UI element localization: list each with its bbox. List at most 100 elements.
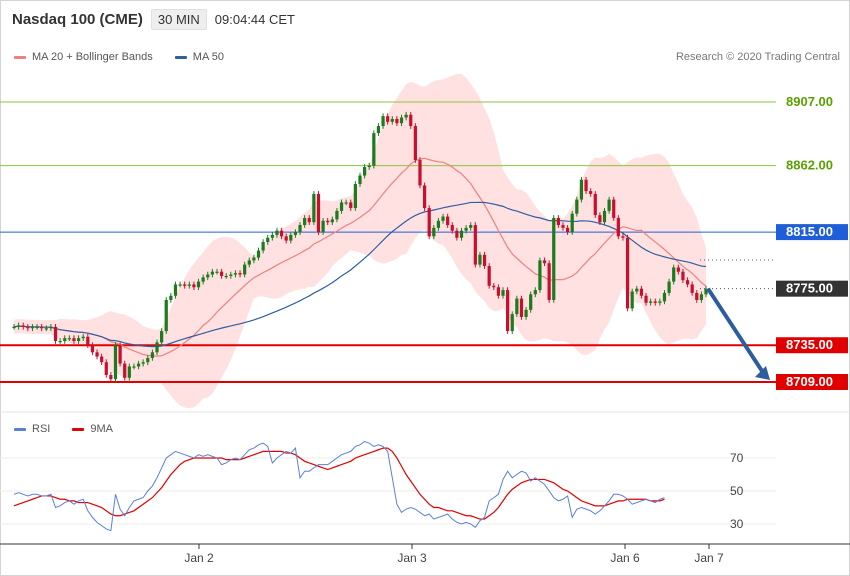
candle-body — [390, 118, 394, 122]
candle-body — [376, 126, 381, 134]
candle-body — [602, 210, 607, 223]
rsi-ma-swatch-icon — [72, 427, 85, 431]
candle-body — [621, 236, 625, 238]
candle-body — [155, 342, 159, 353]
candle-body — [552, 217, 556, 300]
candle-body — [455, 230, 459, 238]
candle-body — [395, 118, 399, 124]
candle-body — [12, 326, 16, 329]
candlesticks — [12, 111, 708, 382]
candle-body — [506, 290, 510, 332]
candle-body — [695, 292, 699, 300]
candle-body — [349, 202, 353, 209]
candle-body — [35, 326, 39, 329]
candle-body — [598, 215, 602, 223]
candle-body — [289, 234, 293, 241]
candle-body — [409, 114, 413, 127]
candle-body — [44, 328, 48, 330]
candle-body — [584, 179, 588, 192]
candle-body — [690, 284, 694, 293]
rsi-legend: RSI 9MA — [14, 423, 113, 435]
candle-body — [441, 216, 445, 221]
candle-body — [187, 284, 191, 286]
candle-body — [113, 345, 118, 380]
candle-body — [450, 225, 454, 231]
candle-body — [178, 284, 182, 286]
candle-body — [556, 217, 560, 226]
ma50-swatch-icon — [174, 55, 187, 59]
candle-body — [53, 326, 58, 341]
candle-body — [681, 271, 685, 281]
chart-header: Nasdaq 100 (CME) 30 MIN 09:04:44 CET — [12, 8, 295, 30]
level-badge-support — [776, 374, 848, 390]
candle-body — [404, 114, 408, 118]
candle-body — [252, 257, 256, 261]
candle-body — [270, 234, 274, 238]
legend-rsi-ma: 9MA — [72, 423, 113, 435]
candle-body — [399, 117, 404, 124]
level-label: 8775.00 — [786, 281, 833, 296]
candle-body — [192, 284, 196, 288]
candle-body — [160, 331, 164, 343]
rsi-tick-label: 30 — [730, 517, 744, 531]
ma20-line — [13, 157, 707, 357]
candle-body — [136, 363, 141, 367]
candle-body — [529, 294, 533, 310]
x-tick-label: Jan 2 — [184, 551, 214, 565]
timestamp-label: 09:04:44 CET — [214, 11, 295, 27]
candle-body — [381, 116, 385, 127]
candle-body — [575, 199, 579, 214]
candle-body — [67, 338, 71, 340]
candle-body — [672, 267, 676, 282]
legend-ma20: MA 20 + Bollinger Bands — [14, 51, 153, 63]
candle-body — [326, 220, 330, 223]
candle-body — [21, 325, 25, 327]
candle-body — [658, 301, 662, 303]
candle-body — [238, 273, 242, 275]
timeframe-badge[interactable]: 30 MIN — [150, 8, 207, 30]
candle-body — [141, 362, 145, 364]
candle-body — [482, 254, 487, 267]
candle-body — [81, 336, 85, 339]
rsi-tick-label: 70 — [730, 451, 744, 465]
level-label: 8709.00 — [786, 374, 833, 389]
candle-body — [579, 179, 584, 200]
rsi-swatch-icon — [14, 427, 26, 431]
research-credit: Research © 2020 Trading Central — [675, 51, 840, 63]
candle-body — [418, 159, 422, 186]
x-tick-label: Jan 7 — [694, 551, 724, 565]
candle-body — [653, 301, 657, 303]
ma20-swatch-icon — [14, 55, 26, 59]
legend-ma50: MA 50 — [174, 51, 224, 63]
candle-body — [243, 264, 247, 275]
candle-body — [49, 326, 53, 329]
legend-rsi-ma-label: 9MA — [90, 423, 113, 435]
candle-body — [649, 301, 653, 303]
candle-body — [492, 285, 496, 288]
candle-body — [589, 191, 593, 194]
level-label: 8862.00 — [786, 158, 833, 173]
candle-body — [173, 284, 178, 296]
candle-body — [63, 338, 67, 341]
candle-body — [427, 208, 431, 237]
candle-body — [362, 167, 367, 176]
candle-body — [625, 237, 630, 309]
candle-body — [542, 260, 547, 264]
candle-body — [206, 274, 210, 278]
candle-body — [210, 271, 214, 275]
candle-body — [247, 260, 251, 265]
candle-body — [565, 227, 570, 233]
candle-body — [321, 220, 325, 233]
candle-body — [570, 213, 574, 233]
candle-body — [303, 217, 307, 226]
candle-body — [473, 225, 477, 265]
candle-body — [293, 232, 298, 235]
candle-body — [469, 225, 473, 228]
candle-body — [533, 290, 537, 295]
candle-body — [90, 345, 95, 353]
candle-body — [478, 254, 482, 265]
candle-body — [40, 326, 44, 329]
candle-body — [662, 292, 667, 302]
instrument-title: Nasdaq 100 (CME) — [12, 10, 143, 28]
candle-body — [339, 202, 344, 211]
